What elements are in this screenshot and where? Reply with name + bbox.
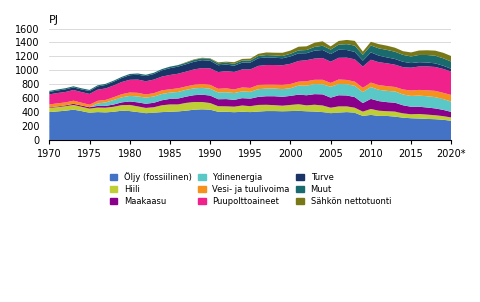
Legend: Öljy (fossiilinen), Hiili, Maakaasu, Ydinenergia, Vesi- ja tuulivoima, Puupoltto: Öljy (fossiilinen), Hiili, Maakaasu, Ydi… [106,169,394,209]
Text: PJ: PJ [49,15,59,25]
